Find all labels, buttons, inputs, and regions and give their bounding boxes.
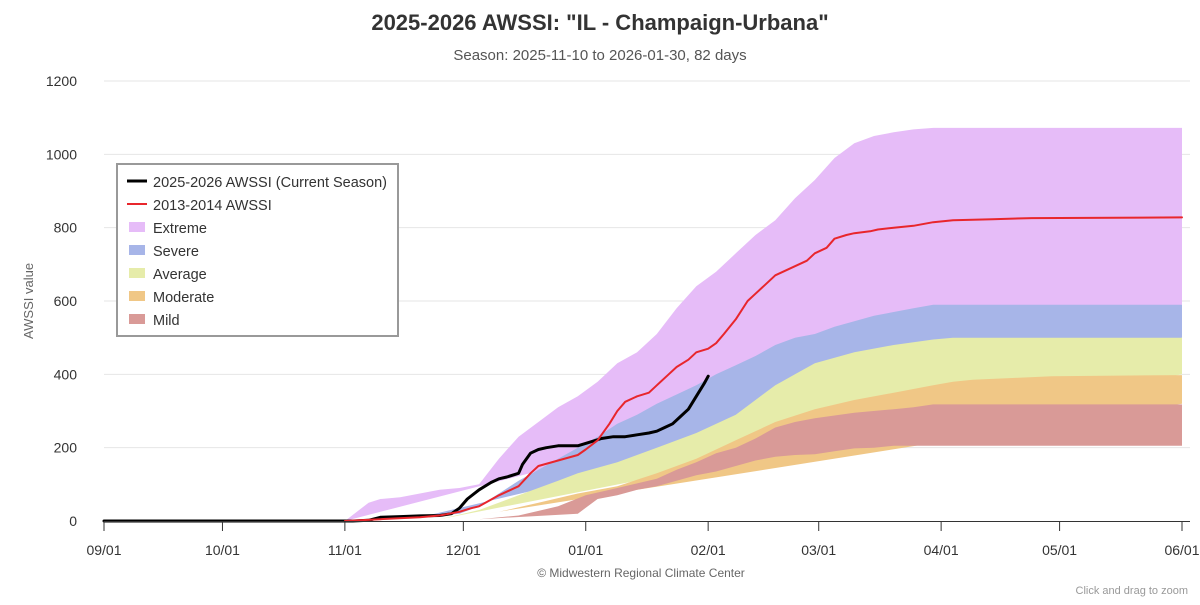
band-extreme bbox=[344, 127, 1182, 522]
legend-box-swatch bbox=[129, 314, 145, 324]
legend-item[interactable]: Severe bbox=[129, 244, 199, 260]
legend-item[interactable]: Extreme bbox=[129, 221, 207, 237]
y-tick-label: 0 bbox=[69, 513, 77, 529]
legend-item[interactable]: 2025-2026 AWSSI (Current Season) bbox=[127, 175, 387, 191]
line-season-2013-2014[interactable] bbox=[343, 216, 1183, 522]
x-tick-label: 03/01 bbox=[801, 542, 836, 558]
legend-label: 2025-2026 AWSSI (Current Season) bbox=[153, 175, 387, 191]
legend-item[interactable]: 2013-2014 AWSSI bbox=[127, 198, 272, 214]
x-tick-label: 05/01 bbox=[1042, 542, 1077, 558]
credit-text[interactable]: © Midwestern Regional Climate Center bbox=[537, 566, 745, 580]
legend-item[interactable]: Moderate bbox=[129, 290, 214, 306]
x-tick-label: 09/01 bbox=[86, 542, 121, 558]
legend-box-swatch bbox=[129, 268, 145, 278]
legend-label: Severe bbox=[153, 244, 199, 260]
y-tick-label: 400 bbox=[54, 366, 78, 382]
chart-subtitle: Season: 2025-11-10 to 2026-01-30, 82 day… bbox=[453, 47, 746, 64]
legend[interactable]: 2025-2026 AWSSI (Current Season) 2013-201… bbox=[116, 163, 399, 337]
legend-label: Average bbox=[153, 267, 207, 283]
legend-label: Mild bbox=[153, 313, 180, 329]
season-lines bbox=[102, 216, 1183, 523]
legend-item[interactable]: Average bbox=[129, 267, 207, 283]
legend-box-swatch bbox=[129, 245, 145, 255]
x-tick-label: 04/01 bbox=[924, 542, 959, 558]
legend-items[interactable]: 2025-2026 AWSSI (Current Season) 2013-201… bbox=[127, 175, 387, 329]
legend-box-swatch bbox=[129, 291, 145, 301]
x-tick-label: 02/01 bbox=[691, 542, 726, 558]
legend-item[interactable]: Mild bbox=[129, 313, 180, 329]
x-tick-label: 06/01 bbox=[1164, 542, 1199, 558]
percentile-bands bbox=[344, 127, 1183, 522]
chart-title: 2025-2026 AWSSI: "IL - Champaign-Urbana" bbox=[371, 10, 828, 35]
y-tick-label: 800 bbox=[54, 220, 78, 236]
y-tick-label: 1200 bbox=[46, 73, 77, 89]
x-tick-label: 10/01 bbox=[205, 542, 240, 558]
x-tick-label: 12/01 bbox=[446, 542, 481, 558]
band-mild bbox=[479, 404, 1183, 520]
y-tick-label: 600 bbox=[54, 293, 78, 309]
x-tick-label: 11/01 bbox=[328, 542, 362, 558]
legend-box-swatch bbox=[129, 222, 145, 232]
y-tick-label: 1000 bbox=[46, 146, 77, 162]
y-axis-label: AWSSI value bbox=[21, 263, 36, 339]
legend-box bbox=[116, 163, 399, 337]
y-tick-label: 200 bbox=[54, 440, 78, 456]
legend-label: 2013-2014 AWSSI bbox=[153, 198, 272, 214]
axes: 0 200 400 600 800 1000 1200 09/01 10/01 11/01 12/0… bbox=[46, 73, 1200, 558]
x-tick-label: 01/01 bbox=[568, 542, 603, 558]
legend-label: Moderate bbox=[153, 290, 214, 306]
zoom-hint: Click and drag to zoom bbox=[1076, 585, 1189, 597]
legend-label: Extreme bbox=[153, 221, 207, 237]
